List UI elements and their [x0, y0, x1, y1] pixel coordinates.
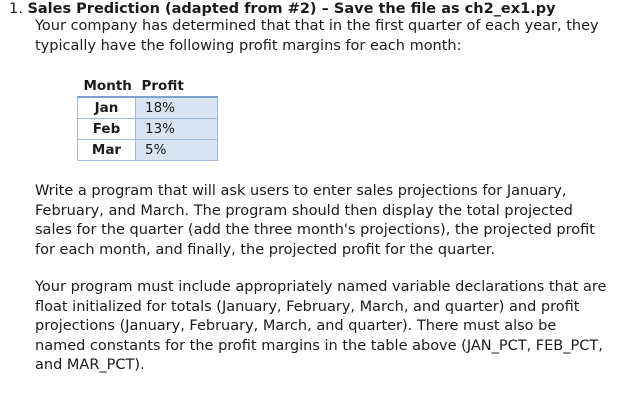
profit-margin-table: Month Profit Jan 18% Feb 13% Mar 5%	[77, 75, 218, 161]
month-cell: Feb	[77, 118, 136, 140]
intro-line: typically have the following profit marg…	[35, 37, 462, 54]
paragraph-line: Your program must include appropriately …	[35, 279, 607, 295]
paragraph-line: and MAR_PCT).	[35, 357, 145, 373]
problem-heading: 1. Sales Prediction (adapted from #2) – …	[9, 0, 556, 19]
table-row: Jan 18%	[77, 96, 218, 119]
paragraph-line: projections (January, February, March, a…	[35, 318, 557, 334]
variables-paragraph: Your program must include appropriately …	[35, 278, 606, 376]
profit-cell: 13%	[135, 118, 218, 140]
table-row: Mar 5%	[77, 139, 218, 161]
month-cell: Mar	[77, 139, 136, 161]
table-row: Feb 13%	[77, 118, 218, 140]
paragraph-line: Write a program that will ask users to e…	[35, 183, 567, 199]
profit-cell: 5%	[135, 139, 218, 161]
paragraph-line: for each month, and finally, the project…	[35, 241, 496, 258]
problem-title: Sales Prediction (adapted from #2) – Sav…	[27, 1, 556, 17]
month-cell: Jan	[77, 96, 136, 119]
paragraph-line: float initialized for totals (January, F…	[35, 298, 580, 315]
intro-line: Your company has determined that that in…	[35, 18, 599, 34]
table-header-row: Month Profit	[77, 75, 218, 98]
paragraph-line: February, and March. The program should …	[35, 202, 573, 219]
paragraph-line: sales for the quarter (add the three mon…	[35, 222, 595, 238]
column-header-profit: Profit	[135, 75, 218, 98]
paragraph-line: named constants for the profit margins i…	[35, 337, 603, 354]
requirements-paragraph: Write a program that will ask users to e…	[35, 182, 595, 260]
intro-paragraph: Your company has determined that that in…	[35, 17, 599, 56]
profit-cell: 18%	[135, 96, 218, 119]
column-header-month: Month	[77, 75, 136, 98]
problem-number: 1.	[9, 1, 23, 17]
